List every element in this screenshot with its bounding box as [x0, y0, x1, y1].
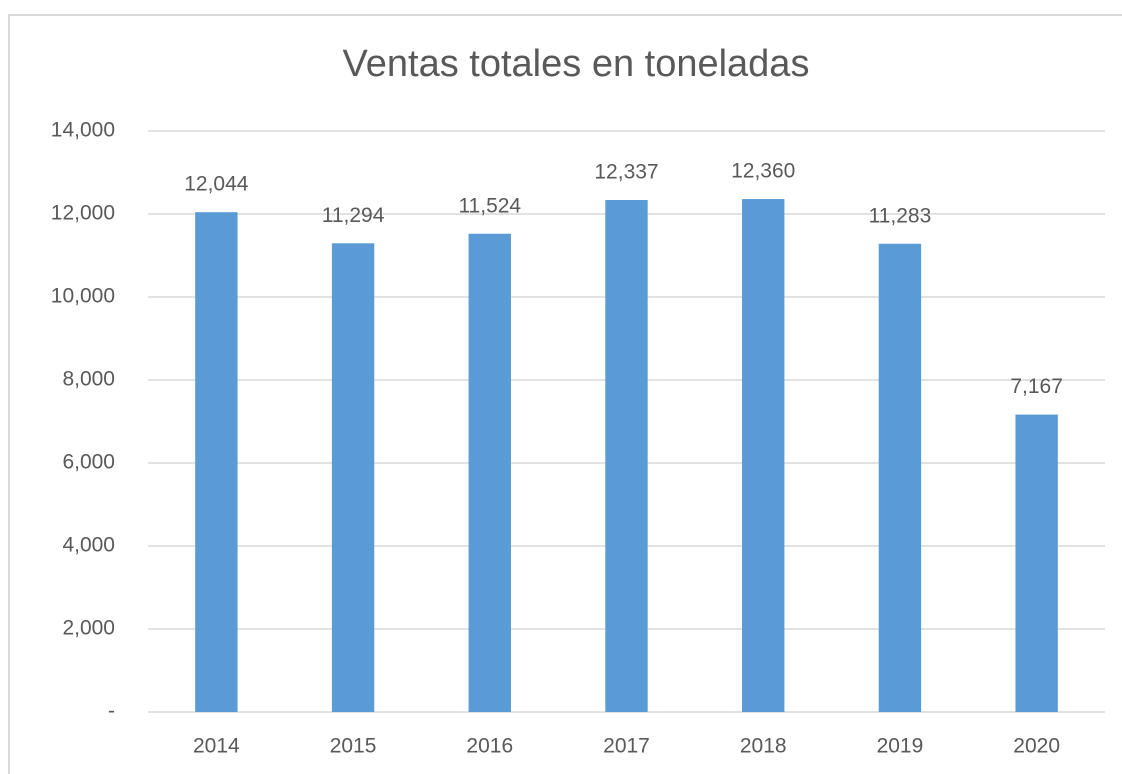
x-tick-label: 2020 — [1013, 735, 1060, 758]
y-tick-label: - — [108, 700, 115, 723]
chart-border — [8, 14, 1122, 774]
x-tick-label: 2017 — [603, 735, 650, 758]
y-tick-label: 10,000 — [51, 285, 115, 308]
data-label: 12,337 — [594, 161, 658, 184]
bar — [878, 243, 922, 712]
bar — [742, 199, 785, 712]
y-tick-label: 8,000 — [62, 368, 115, 391]
bar — [1015, 414, 1058, 712]
y-tick-label: 2,000 — [62, 617, 115, 640]
bar — [605, 200, 648, 712]
data-label: 12,044 — [184, 173, 249, 196]
data-label: 11,283 — [869, 204, 932, 227]
x-tick-label: 2014 — [193, 735, 240, 758]
bar — [331, 243, 375, 712]
y-tick-label: 6,000 — [62, 451, 115, 474]
y-tick-label: 12,000 — [51, 202, 115, 225]
data-label: 11,524 — [458, 194, 521, 217]
data-label: 7,167 — [1010, 375, 1063, 398]
data-label: 12,360 — [731, 160, 795, 183]
x-tick-label: 2015 — [330, 735, 377, 758]
x-tick-label: 2016 — [466, 735, 513, 758]
data-label: 11,294 — [322, 204, 385, 227]
y-tick-label: 4,000 — [62, 534, 115, 557]
chart-title: Ventas totales en toneladas — [343, 43, 810, 85]
bar — [195, 212, 238, 712]
x-tick-label: 2019 — [877, 735, 924, 758]
bar — [468, 233, 511, 712]
x-tick-label: 2018 — [740, 735, 787, 758]
y-tick-label: 14,000 — [51, 119, 115, 142]
